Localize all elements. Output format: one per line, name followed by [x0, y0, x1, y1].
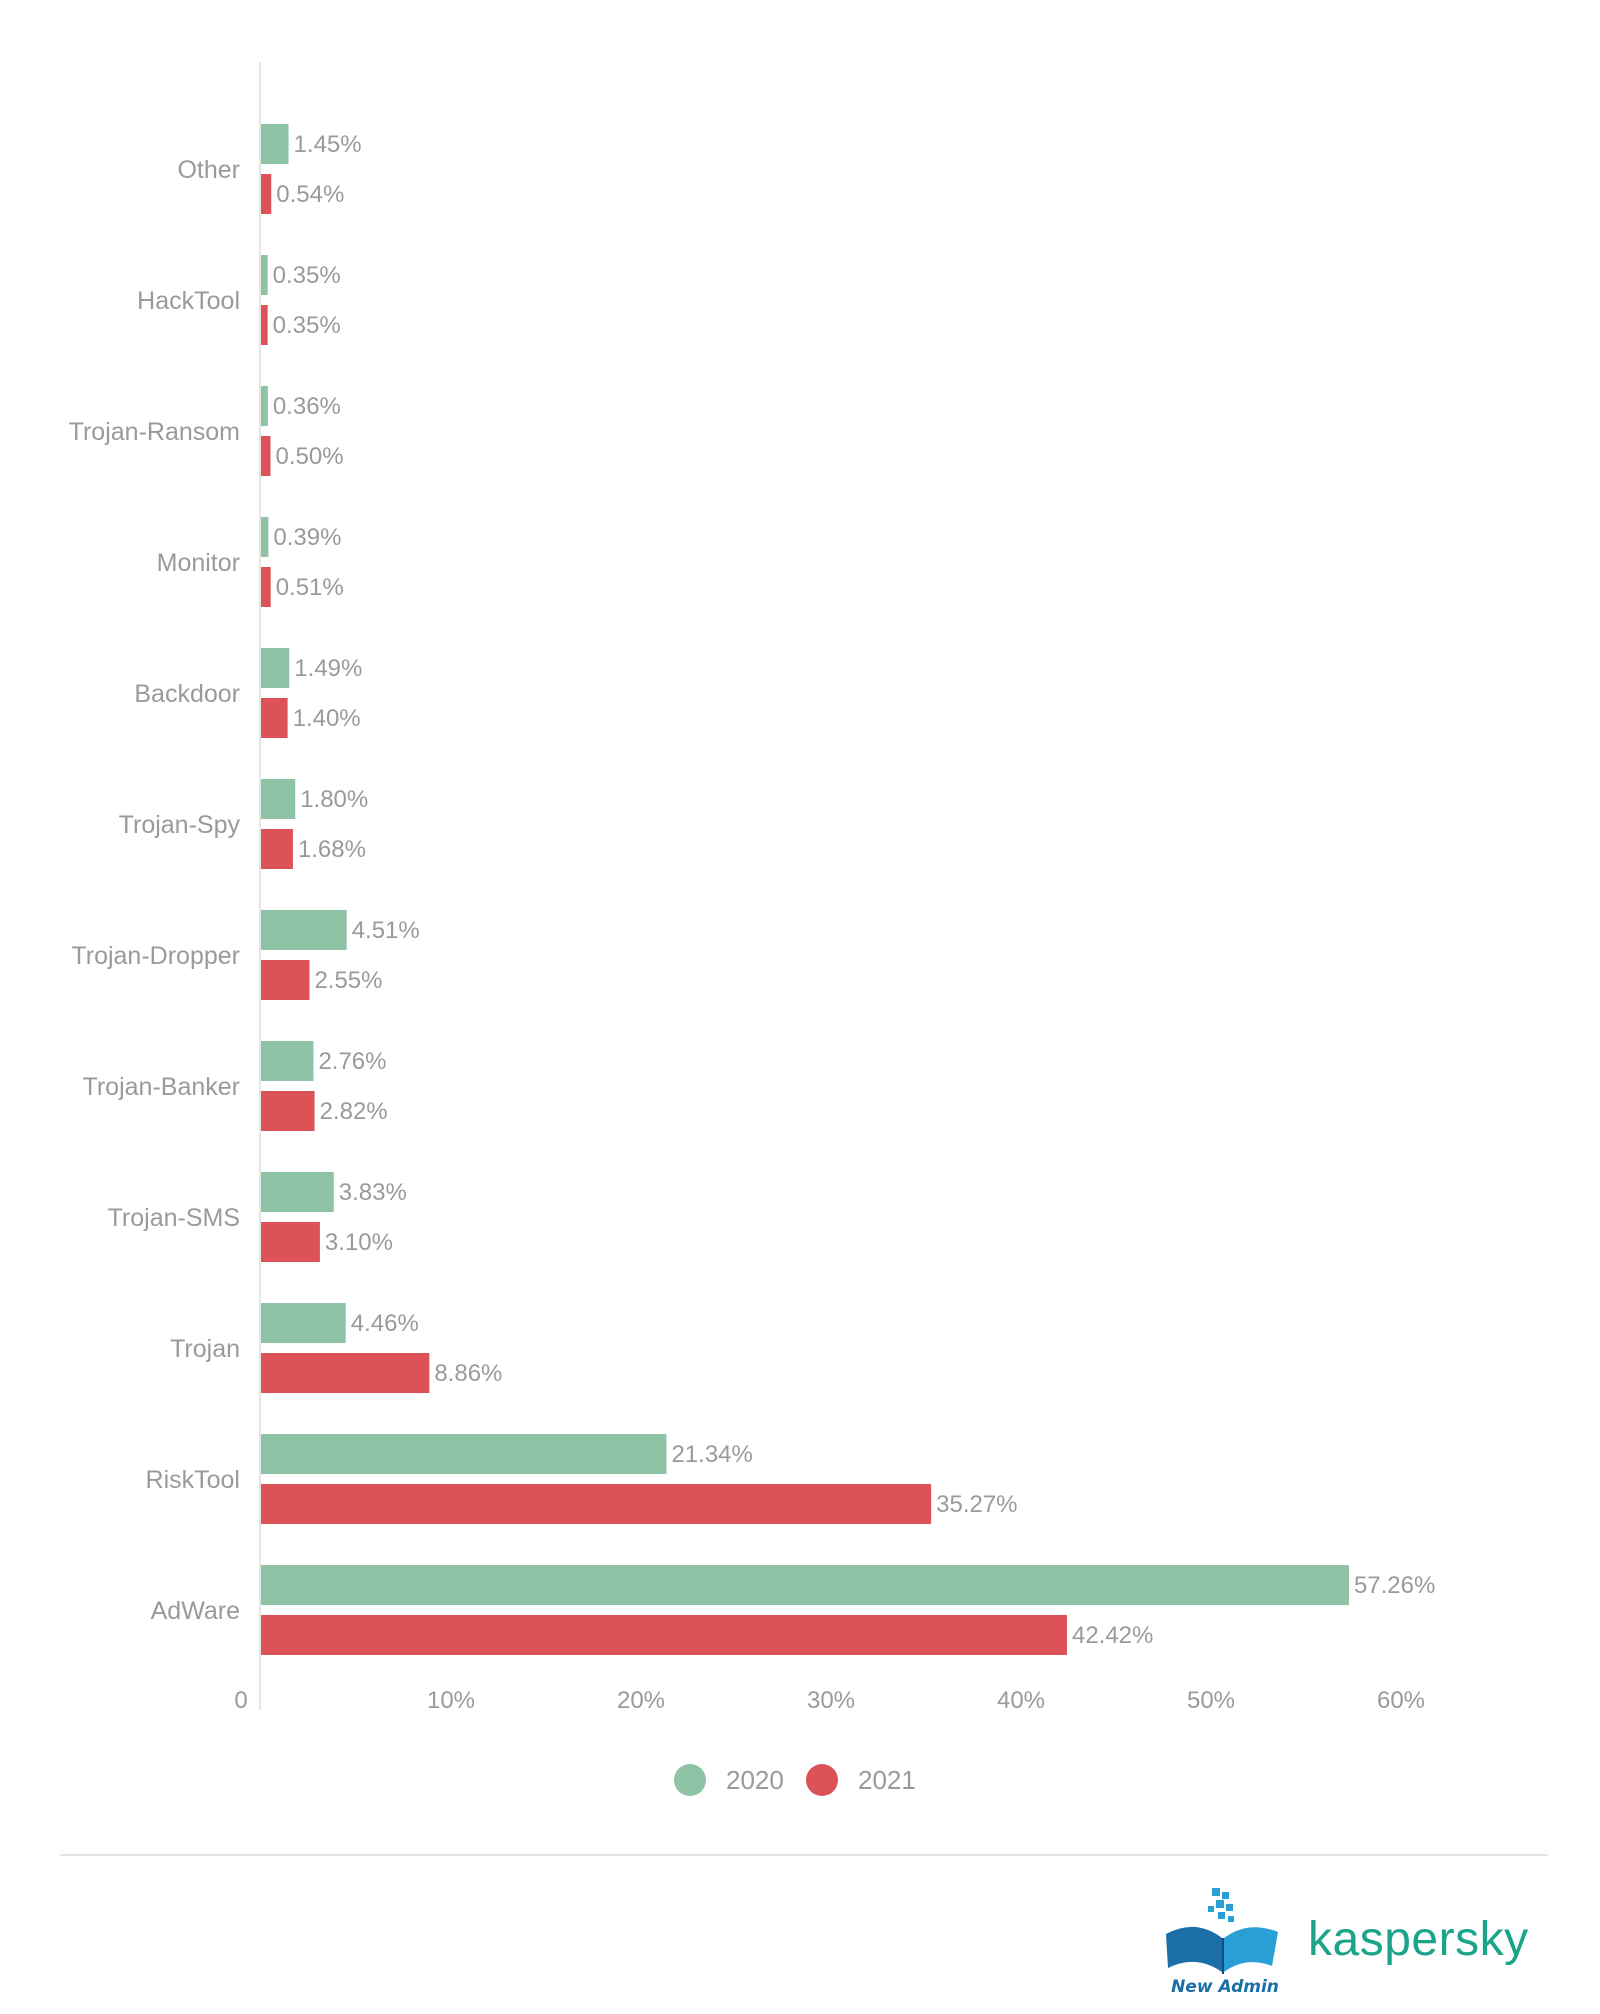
- bar-2021-backdoor: [261, 698, 288, 738]
- bar-2020-trojan-sms: [261, 1172, 334, 1212]
- category-label-trojan-ransom: Trojan-Ransom: [69, 418, 240, 446]
- bar-2021-trojan-banker: [261, 1091, 315, 1131]
- bar-2020-backdoor: [261, 648, 290, 688]
- x-tick-label: 30%: [807, 1687, 855, 1714]
- bar-2021-trojan: [261, 1353, 430, 1393]
- bar-2021-trojan-ransom: [261, 436, 271, 476]
- bar-2021-trojan-sms: [261, 1222, 320, 1262]
- value-label-2021-trojan-dropper: 2.55%: [314, 967, 382, 994]
- footer-divider: [60, 1854, 1548, 1856]
- bar-2021-risktool: [261, 1484, 932, 1524]
- value-label-2020-backdoor: 1.49%: [294, 655, 362, 682]
- legend: 2020 2021: [674, 1764, 916, 1796]
- bar-2021-monitor: [261, 567, 271, 607]
- new-admin-text: New Admin: [1171, 1977, 1279, 1997]
- value-label-2021-adware: 42.42%: [1072, 1622, 1153, 1649]
- x-tick-label: 10%: [427, 1687, 475, 1714]
- bar-2020-trojan-spy: [261, 779, 296, 819]
- value-label-2020-monitor: 0.39%: [273, 524, 341, 551]
- value-label-2020-trojan-banker: 2.76%: [318, 1048, 386, 1075]
- value-label-2020-hacktool: 0.35%: [273, 262, 341, 289]
- x-tick-label: 60%: [1377, 1687, 1425, 1714]
- value-label-2021-trojan-spy: 1.68%: [298, 836, 366, 863]
- x-tick-label: 0: [234, 1687, 247, 1714]
- value-label-2020-trojan-sms: 3.83%: [339, 1179, 407, 1206]
- bar-2020-monitor: [261, 517, 269, 557]
- bars-group: Other 1.45% 0.54% HackTool 0.35% 0.35% Trojan-…: [69, 124, 1435, 1655]
- category-label-trojan-spy: Trojan-Spy: [119, 811, 241, 839]
- value-label-2020-trojan: 4.46%: [351, 1310, 419, 1337]
- value-label-2021-trojan-banker: 2.82%: [320, 1098, 388, 1125]
- legend-label-2021: 2021: [858, 1765, 916, 1795]
- bar-2021-trojan-dropper: [261, 960, 310, 1000]
- value-label-2020-trojan-spy: 1.80%: [300, 786, 368, 813]
- value-label-2021-backdoor: 1.40%: [293, 705, 361, 732]
- category-label-risktool: RiskTool: [146, 1466, 240, 1494]
- category-label-trojan: Trojan: [170, 1335, 240, 1363]
- category-label-trojan-sms: Trojan-SMS: [108, 1204, 240, 1232]
- bar-2020-trojan: [261, 1303, 346, 1343]
- bar-2020-hacktool: [261, 255, 268, 295]
- bar-2020-other: [261, 124, 289, 164]
- bar-2020-trojan-ransom: [261, 386, 268, 426]
- value-label-2021-other: 0.54%: [276, 181, 344, 208]
- bar-2021-trojan-spy: [261, 829, 293, 869]
- category-label-hacktool: HackTool: [137, 287, 240, 315]
- new-admin-logo: New Admin: [1166, 1888, 1279, 1997]
- kaspersky-logo: kaspersky: [1308, 1913, 1529, 1966]
- pixel-squares-icon: [1208, 1888, 1234, 1922]
- legend-marker-2020: [674, 1764, 706, 1796]
- value-label-2020-trojan-dropper: 4.51%: [352, 917, 420, 944]
- value-label-2021-trojan-sms: 3.10%: [325, 1229, 393, 1256]
- bar-2021-hacktool: [261, 305, 268, 345]
- bar-2021-other: [261, 174, 272, 214]
- category-label-backdoor: Backdoor: [134, 680, 240, 708]
- category-label-adware: AdWare: [151, 1597, 240, 1625]
- value-label-2020-adware: 57.26%: [1354, 1572, 1435, 1599]
- value-label-2021-trojan-ransom: 0.50%: [276, 443, 344, 470]
- category-label-monitor: Monitor: [157, 549, 240, 577]
- book-icon: [1166, 1926, 1278, 1974]
- bar-2020-risktool: [261, 1434, 667, 1474]
- bar-chart: Other 1.45% 0.54% HackTool 0.35% 0.35% Trojan-…: [69, 62, 1435, 1796]
- value-label-2020-trojan-ransom: 0.36%: [273, 393, 341, 420]
- value-label-2020-risktool: 21.34%: [671, 1441, 752, 1468]
- value-label-2020-other: 1.45%: [294, 131, 362, 158]
- legend-label-2020: 2020: [726, 1765, 784, 1795]
- value-label-2021-trojan: 8.86%: [434, 1360, 502, 1387]
- bar-2020-trojan-banker: [261, 1041, 314, 1081]
- value-label-2021-hacktool: 0.35%: [273, 312, 341, 339]
- category-label-trojan-dropper: Trojan-Dropper: [71, 942, 240, 970]
- value-label-2021-monitor: 0.51%: [276, 574, 344, 601]
- value-label-2021-risktool: 35.27%: [936, 1491, 1017, 1518]
- x-tick-label: 20%: [617, 1687, 665, 1714]
- x-tick-label: 50%: [1187, 1687, 1235, 1714]
- bar-2020-adware: [261, 1565, 1349, 1605]
- category-label-trojan-banker: Trojan-Banker: [83, 1073, 240, 1101]
- x-axis-ticks: 0 10% 20% 30% 40% 50% 60%: [234, 1687, 1425, 1714]
- bar-2020-trojan-dropper: [261, 910, 347, 950]
- x-tick-label: 40%: [997, 1687, 1045, 1714]
- category-label-other: Other: [177, 156, 240, 184]
- bar-2021-adware: [261, 1615, 1067, 1655]
- legend-marker-2021: [806, 1764, 838, 1796]
